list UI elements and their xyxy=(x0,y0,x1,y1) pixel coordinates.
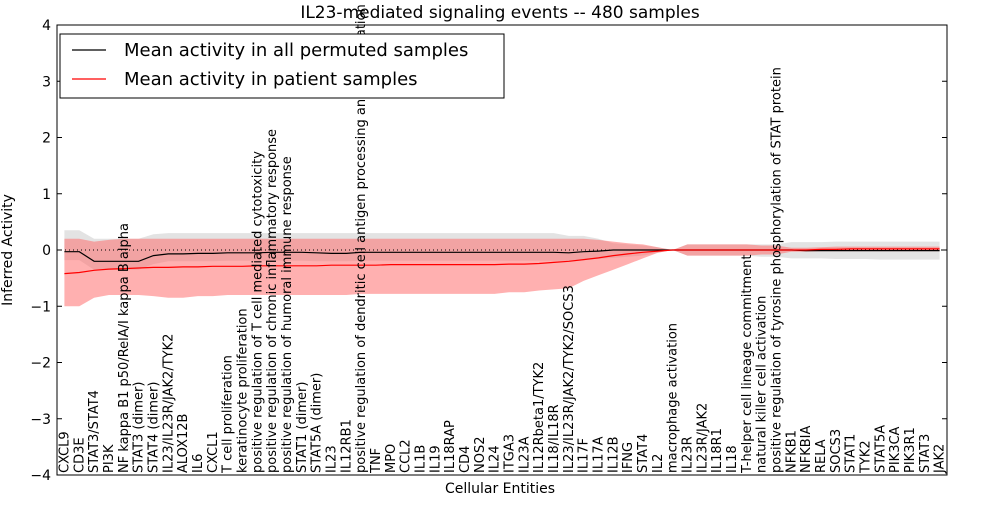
x-category-label: ITGA3 xyxy=(502,434,517,473)
x-category-label: IL18RAP xyxy=(443,420,458,473)
x-category-label: RELA xyxy=(814,439,829,473)
x-category-label: IL23 xyxy=(324,445,339,473)
x-category-label: STAT5A (dimer) xyxy=(310,373,325,473)
x-category-label: MPO xyxy=(384,444,399,473)
x-category-label: positive regulation of dendritic cell an… xyxy=(354,4,369,473)
x-category-label: NF kappa B1 p50/RelA/I kappa B alpha xyxy=(117,223,132,473)
x-category-label: IL1B xyxy=(413,445,428,473)
x-category-label: STAT3 (dimer) xyxy=(132,382,147,473)
x-category-label: CXCL1 xyxy=(206,431,221,473)
x-category-label: IL23R xyxy=(680,436,695,473)
y-tick-label: −1 xyxy=(30,299,51,315)
x-category-label: PI3K xyxy=(102,444,117,473)
x-category-label: CCL2 xyxy=(399,439,414,473)
x-category-label: keratinocyte proliferation xyxy=(235,308,250,473)
y-tick-label: −3 xyxy=(30,412,51,428)
band-patient xyxy=(64,238,940,307)
legend-label-permuted: Mean activity in all permuted samples xyxy=(124,40,468,61)
x-category-label: TYK2 xyxy=(858,440,873,474)
x-category-label: positive regulation of humoral immune re… xyxy=(280,156,295,473)
y-tick-label: 1 xyxy=(42,187,51,203)
x-category-label: positive regulation of chronic inflammat… xyxy=(265,129,280,473)
x-category-label: macrophage activation xyxy=(666,323,681,473)
x-category-label: IL23/IL23R/JAK2/TYK2 xyxy=(161,334,176,473)
y-tick-label: 4 xyxy=(42,18,51,34)
x-category-label: IFNG xyxy=(621,442,636,473)
x-category-label: STAT1 xyxy=(844,434,859,473)
x-category-label: natural killer cell activation xyxy=(755,296,770,473)
x-category-label: IL17F xyxy=(577,438,592,473)
x-category-label: CD3E xyxy=(72,437,87,473)
x-category-label: ALOX12B xyxy=(176,414,191,473)
chart-title: IL23-mediated signaling events -- 480 sa… xyxy=(300,3,700,23)
y-tick-label: −4 xyxy=(30,468,51,484)
x-category-label: NFKB1 xyxy=(784,430,799,473)
series-lines xyxy=(64,248,940,275)
x-category-label: NOS2 xyxy=(473,437,488,473)
x-category-label: IL23A xyxy=(517,436,532,473)
x-category-label: IL12B xyxy=(606,436,621,473)
x-category-label: STAT3 xyxy=(918,434,933,473)
legend-label-patient: Mean activity in patient samples xyxy=(124,69,418,90)
x-category-label: IL24 xyxy=(488,445,503,473)
x-category-label: IL23/IL23R/JAK2/TYK2/SOCS3 xyxy=(562,285,577,473)
y-tick-label: 0 xyxy=(42,243,51,259)
x-axis-label: Cellular Entities xyxy=(445,481,555,497)
x-category-label: IL19 xyxy=(428,445,443,473)
y-axis-label: Inferred Activity xyxy=(0,194,16,306)
x-category-label: CD4 xyxy=(458,446,473,473)
y-tick-label: 3 xyxy=(42,74,51,90)
x-category-label: STAT3/STAT4 xyxy=(87,390,102,473)
x-category-label: IL17A xyxy=(591,436,606,473)
x-category-label: PIK3R1 xyxy=(903,427,918,473)
x-category-label: STAT4 (dimer) xyxy=(146,382,161,473)
x-category-label: TNF xyxy=(369,448,384,474)
y-tick-label: 2 xyxy=(42,131,51,147)
x-category-label: IL12Rbeta1/TYK2 xyxy=(532,362,547,473)
x-category-label: STAT5A xyxy=(873,425,888,473)
x-category-label: STAT4 xyxy=(636,434,651,473)
x-category-label: IL18 xyxy=(725,445,740,473)
x-category-label: positive regulation of tyrosine phosphor… xyxy=(769,67,784,473)
x-category-label: IL12RB1 xyxy=(339,419,354,473)
x-category-label: IL2 xyxy=(651,454,666,473)
x-category-label: positive regulation of T cell mediated c… xyxy=(250,151,265,473)
x-category-label: T-helper cell lineage commitment xyxy=(740,255,755,474)
legend: Mean activity in all permuted samples Me… xyxy=(59,33,505,99)
x-category-label: CXCL9 xyxy=(57,431,72,473)
x-category-label: SOCS3 xyxy=(829,429,844,473)
series-line-patient xyxy=(64,248,940,275)
x-category-label: T cell proliferation xyxy=(221,355,236,474)
x-category-label: IL18/IL18R xyxy=(547,404,562,473)
x-axis-category-labels: CXCL9 CD3E STAT3/STAT4 PI3K NF kappa B1 p50/… xyxy=(57,4,947,474)
x-category-label: IL18R1 xyxy=(710,428,725,473)
x-category-label: NFKBIA xyxy=(799,426,814,473)
x-category-label: IL23R/JAK2 xyxy=(695,403,710,473)
x-category-label: IL6 xyxy=(191,454,206,473)
y-tick-label: −2 xyxy=(30,356,51,372)
x-category-label: JAK2 xyxy=(933,444,948,474)
confidence-bands xyxy=(64,230,940,307)
x-category-label: PIK3CA xyxy=(888,426,903,473)
legend-box xyxy=(59,33,505,99)
y-axis-ticks: −4 −3 −2 −1 0 1 2 3 4 xyxy=(30,18,947,484)
x-category-label: STAT1 (dimer) xyxy=(295,382,310,473)
